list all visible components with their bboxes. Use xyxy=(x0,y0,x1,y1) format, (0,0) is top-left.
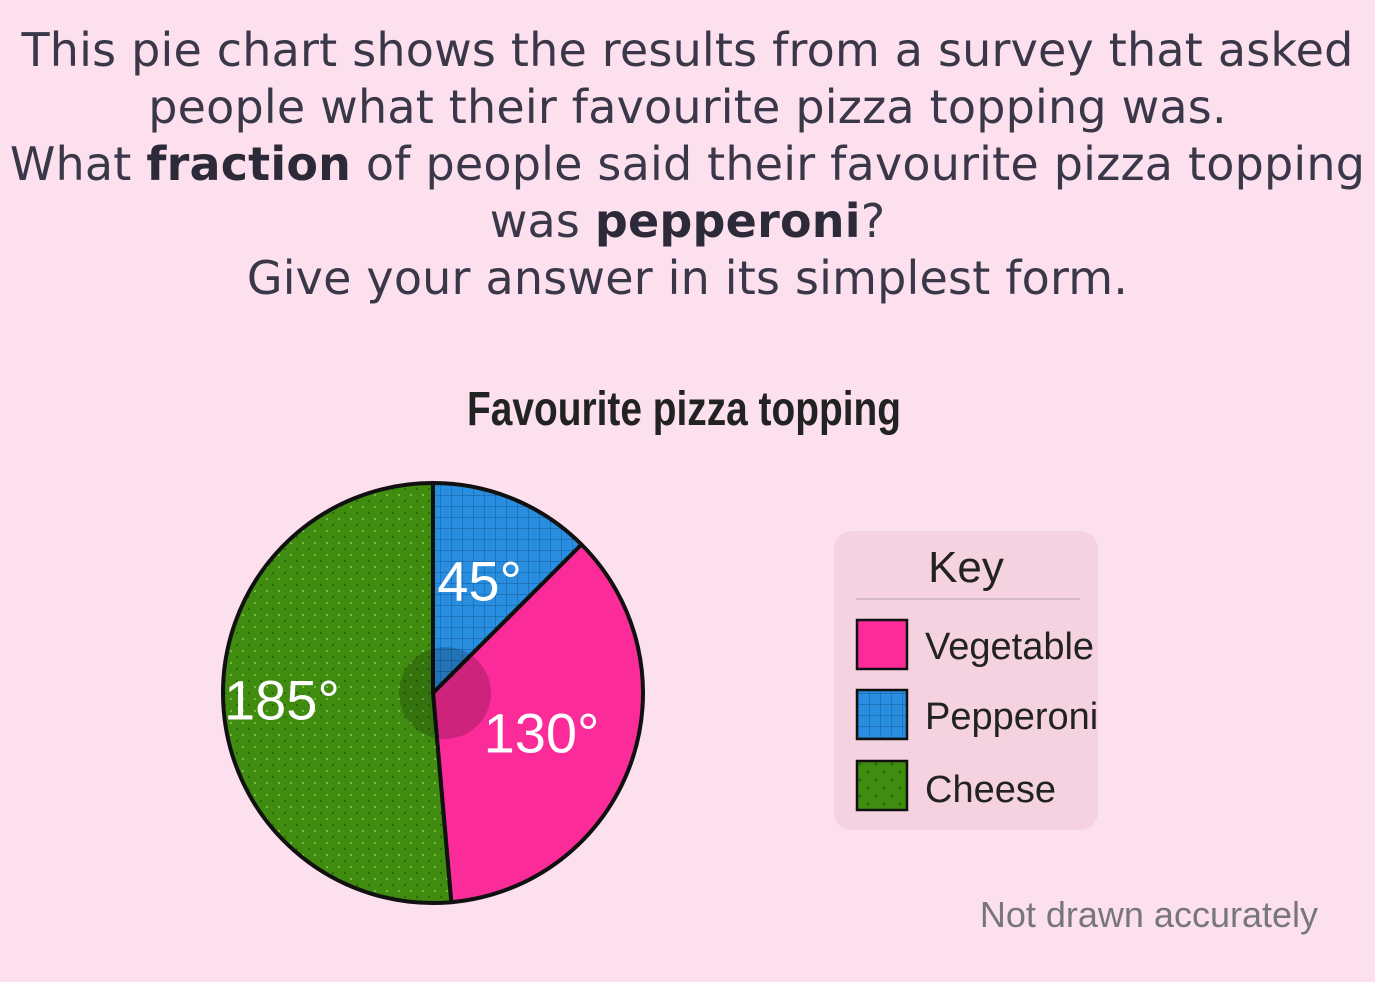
question-line-4: was pepperoni? xyxy=(489,194,886,248)
question-line-1: This pie chart shows the results from a … xyxy=(21,23,1354,77)
legend-label-pepperoni: Pepperoni xyxy=(925,696,1098,738)
question-line-2: people what their favourite pizza toppin… xyxy=(148,80,1227,134)
emphasis-pepperoni: pepperoni xyxy=(594,194,861,248)
emphasis-fraction: fraction xyxy=(146,137,352,191)
pie-slices: 45° 130° 185° xyxy=(221,481,645,905)
pie-slice-pepperoni xyxy=(431,481,584,695)
question-text: This pie chart shows the results from a … xyxy=(0,22,1375,307)
slice-label-cheese: 185° xyxy=(224,669,340,732)
slice-label-pepperoni: 45° xyxy=(437,549,522,612)
legend-label-cheese: Cheese xyxy=(925,769,1056,811)
legend-swatch-pepperoni xyxy=(855,688,909,741)
chart-title: Favourite pizza topping xyxy=(467,383,901,436)
not-drawn-accurately-note: Not drawn accurately xyxy=(980,894,1318,935)
pie-centre-shadow xyxy=(399,647,491,739)
legend: Key Vegetable Pepperoni Cheese xyxy=(834,531,1098,830)
legend-title: Key xyxy=(928,543,1004,592)
question-line-5: Give your answer in its simplest form. xyxy=(246,251,1129,305)
legend-box xyxy=(834,531,1098,830)
slice-label-vegetable: 130° xyxy=(484,702,600,765)
question-line-3: What fraction of people said their favou… xyxy=(9,137,1366,191)
legend-label-vegetable: Vegetable xyxy=(925,626,1094,668)
pie-slice-cheese xyxy=(221,481,454,905)
legend-swatch-vegetable xyxy=(855,618,909,671)
pie-slice-vegetable xyxy=(431,542,645,905)
legend-swatch-cheese xyxy=(855,759,909,812)
